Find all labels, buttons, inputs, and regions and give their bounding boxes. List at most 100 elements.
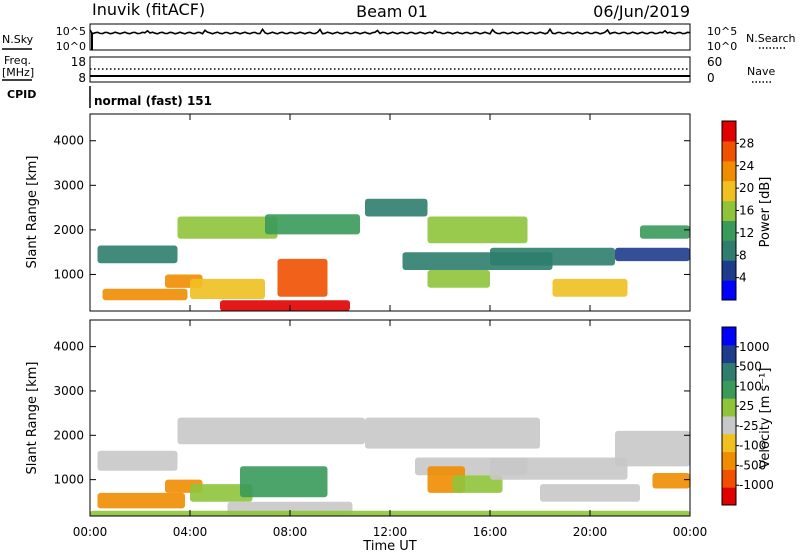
power-panel: 1000 2000 3000 4000 Slant Range [km] 4 8 12 16… xyxy=(25,113,773,312)
power-colorbar-segment xyxy=(722,180,736,202)
velocity-region xyxy=(97,450,178,471)
velocity-region xyxy=(652,473,690,489)
power-colorbar-segment xyxy=(722,220,736,241)
power-region xyxy=(277,258,328,297)
power-region xyxy=(177,216,278,239)
velocity-colorbar-segment xyxy=(722,416,736,435)
power-region xyxy=(365,198,428,217)
power-region xyxy=(552,278,628,297)
beam-title: Beam 01 xyxy=(356,2,428,21)
velocity-colorbar-segment xyxy=(722,433,736,453)
power-colorbar-segment xyxy=(722,280,736,301)
power-panel-frame xyxy=(89,113,691,312)
freq-right-tick-bottom: 0 xyxy=(707,71,715,85)
freq-right-tick-top: 60 xyxy=(707,55,722,69)
velocity-colorbar-tick-label: -500 xyxy=(739,458,766,472)
power-region xyxy=(427,216,528,244)
velocity-colorbar-tick-label: -100 xyxy=(739,439,766,453)
power-region xyxy=(97,245,178,264)
velocity-region xyxy=(240,466,328,498)
time-tick-label: 00:00 xyxy=(73,525,108,539)
power-colorbar-label: Power [dB] xyxy=(758,177,773,248)
date-title: 06/Jun/2019 xyxy=(593,2,690,21)
velocity-colorbar-segment xyxy=(722,327,736,346)
velocity-colorbar-label: Velocity [m s⁻¹] xyxy=(758,368,773,469)
velocity-region xyxy=(190,484,253,502)
power-y-tick-label: 1000 xyxy=(53,267,84,281)
station-title: Inuvik (fitACF) xyxy=(92,0,205,19)
velocity-y-tick-label: 2000 xyxy=(53,428,84,442)
velocity-colorbar-tick-label: -1000 xyxy=(739,478,774,492)
velocity-colorbar-tick-label: 1000 xyxy=(739,340,770,354)
velocity-colorbar-segment xyxy=(722,451,736,470)
noise-right-tick-bottom: 10^0 xyxy=(707,40,737,53)
velocity-region xyxy=(490,457,628,480)
cpid-value: normal (fast) 151 xyxy=(94,94,212,108)
time-tick-label: 12:00 xyxy=(373,525,408,539)
noise-left-tick-bottom: 10^0 xyxy=(56,40,86,53)
power-data-regions xyxy=(97,198,690,311)
noise-sky-line xyxy=(89,27,691,35)
noise-panel-frame xyxy=(89,23,691,51)
noise-panel: N.Sky 10^5 10^0 10^5 10^0 N.Search xyxy=(2,23,796,53)
power-colorbar-segment xyxy=(722,140,736,162)
freq-left-tick-bottom: 8 xyxy=(78,71,86,85)
power-colorbar-segment xyxy=(722,121,736,142)
velocity-y-label: Slant Range [km] xyxy=(25,362,40,475)
power-region xyxy=(615,247,690,262)
velocity-region xyxy=(452,475,503,493)
velocity-colorbar-segment xyxy=(722,398,736,417)
power-colorbar-segment xyxy=(722,160,736,182)
power-region xyxy=(427,270,490,288)
velocity-colorbar-tick-label: -25 xyxy=(739,419,759,433)
velocity-colorbar-segment xyxy=(722,469,736,488)
power-y-tick-label: 4000 xyxy=(53,134,84,148)
noise-right-tick-top: 10^5 xyxy=(707,25,737,38)
power-y-tick-label: 3000 xyxy=(53,178,84,192)
power-axis-ticks: 1000 2000 3000 4000 xyxy=(53,114,691,311)
velocity-colorbar-frame xyxy=(721,326,737,506)
power-region xyxy=(265,214,360,235)
freq-left-label-bottom: [MHz] xyxy=(2,66,34,79)
time-tick-label: 04:00 xyxy=(173,525,208,539)
power-colorbar-segment xyxy=(722,240,736,261)
power-colorbar-tick-label: 16 xyxy=(739,204,754,218)
power-region xyxy=(102,288,188,301)
velocity-colorbar-tick-label: 25 xyxy=(739,399,754,413)
velocity-region xyxy=(540,484,640,502)
time-tick-label: 20:00 xyxy=(573,525,608,539)
power-region xyxy=(220,300,350,311)
freq-left-tick-top: 18 xyxy=(71,55,86,69)
power-colorbar-segment xyxy=(722,260,736,281)
power-y-label: Slant Range [km] xyxy=(25,156,40,269)
velocity-colorbar: -1000 -500 -100 -25 25 100 500 1000 xyxy=(721,326,774,506)
time-tick-label: 16:00 xyxy=(473,525,508,539)
noise-right-label: N.Search xyxy=(746,32,796,45)
velocity-y-tick-label: 1000 xyxy=(53,473,84,487)
power-region xyxy=(640,225,690,239)
freq-panel: Freq. [MHz] 18 8 60 0 Nave xyxy=(2,54,775,85)
velocity-colorbar-tick-label: 500 xyxy=(739,360,762,374)
cpid-label: CPID xyxy=(7,88,36,101)
velocity-data-regions xyxy=(90,417,690,516)
freq-right-label: Nave xyxy=(747,65,775,78)
time-tick-label: 08:00 xyxy=(273,525,308,539)
noise-left-tick-top: 10^5 xyxy=(56,25,86,38)
power-colorbar-tick-label: 12 xyxy=(739,226,754,240)
velocity-region xyxy=(615,430,690,467)
velocity-colorbar-segment xyxy=(722,362,736,381)
velocity-colorbar-tick-label: 100 xyxy=(739,379,762,393)
time-axis-tick-labels: 00:00 04:00 08:00 12:00 16:00 20:00 00:00 xyxy=(73,525,708,539)
power-region xyxy=(490,247,615,266)
time-tick-label: 00:00 xyxy=(673,525,708,539)
velocity-colorbar-segment xyxy=(722,487,736,506)
power-colorbar-segment xyxy=(722,200,736,221)
velocity-region xyxy=(97,492,185,509)
power-colorbar-tick-label: 4 xyxy=(739,271,747,285)
power-region xyxy=(190,278,265,299)
power-colorbar-tick-label: 24 xyxy=(739,159,754,173)
time-axis-label: Time UT xyxy=(362,539,416,554)
velocity-region xyxy=(365,417,540,449)
power-colorbar-tick-label: 20 xyxy=(739,181,754,195)
